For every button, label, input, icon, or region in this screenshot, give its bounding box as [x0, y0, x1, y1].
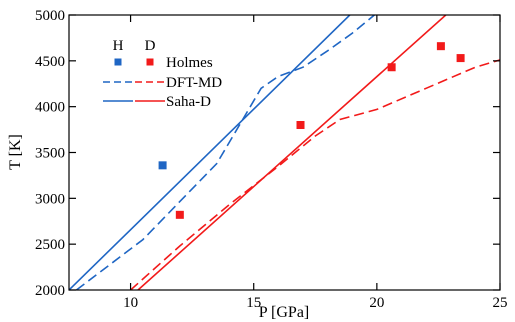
data-marker-layer: [158, 42, 465, 219]
plot-frame: [68, 14, 501, 291]
legend-marker-d: [146, 58, 154, 66]
data-series-layer: [69, 15, 500, 290]
legend-header-h: H: [113, 38, 124, 54]
y-tick-label: 3000: [35, 191, 65, 207]
h-saha-d-line: [69, 15, 351, 290]
d-dft-md-line: [130, 59, 500, 290]
d-holmes-point: [387, 63, 396, 72]
x-axis-label: P [GPa]: [259, 304, 310, 321]
y-tick-label: 5000: [35, 8, 65, 24]
y-tick-label: 3500: [35, 146, 65, 162]
h-dft-md-line: [75, 15, 375, 290]
legend-label: DFT-MD: [166, 75, 222, 91]
legend-label: Holmes: [166, 55, 213, 71]
d-holmes-point: [296, 121, 305, 129]
d-saha-d-line: [137, 15, 447, 290]
axis-layer: 10 15 20 25 2000 2500 3000 3500 4000 4500 5000: [35, 8, 508, 311]
y-tick-label: 4500: [35, 54, 65, 70]
d-holmes-point: [436, 42, 445, 51]
legend-marker-h: [114, 58, 122, 66]
x-tick-label: 10: [123, 295, 138, 311]
legend: H D Holmes DFT-MD Saha-D: [103, 38, 222, 110]
h-holmes-point: [158, 161, 167, 170]
y-tick-label: 2000: [35, 283, 65, 299]
legend-label: Saha-D: [166, 94, 211, 110]
x-tick-label: 15: [246, 295, 261, 311]
d-holmes-point: [175, 210, 184, 219]
x-tick-label: 20: [369, 295, 384, 311]
y-tick-label: 2500: [35, 237, 65, 253]
d-holmes-point: [456, 54, 465, 63]
x-tick-label: 25: [493, 295, 508, 311]
legend-header-d: D: [145, 38, 156, 54]
y-axis-label: T [K]: [7, 134, 24, 170]
y-tick-label: 4000: [35, 100, 65, 116]
